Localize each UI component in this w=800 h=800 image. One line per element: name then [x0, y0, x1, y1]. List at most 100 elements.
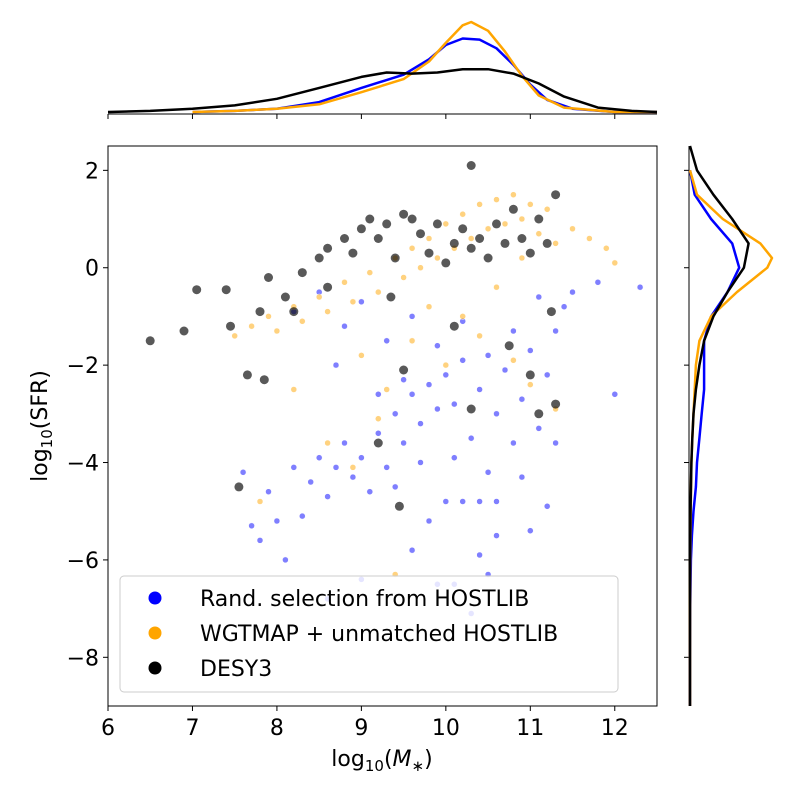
right-kde-curve-hostlib: [688, 170, 741, 706]
scatter-point-wgtmap: [408, 245, 416, 252]
scatter-point-wgtmap: [535, 230, 543, 237]
scatter-point-desy3: [432, 219, 442, 229]
scatter-point-hostlib: [552, 327, 559, 335]
x-tick-label: 7: [185, 716, 199, 741]
scatter-point-desy3: [323, 243, 333, 253]
scatter-point-hostlib: [375, 430, 382, 437]
scatter-point-wgtmap: [493, 283, 500, 291]
scatter-point-wgtmap: [375, 288, 382, 296]
scatter-point-hostlib: [434, 405, 441, 413]
scatter-point-hostlib: [476, 551, 483, 559]
scatter-point-hostlib: [467, 434, 475, 442]
scatter-point-hostlib: [451, 400, 458, 408]
scatter-point-wgtmap: [518, 215, 526, 223]
top-marginal-kde-curves: [107, 20, 658, 114]
scatter-point-hostlib: [375, 391, 382, 398]
scatter-point-wgtmap: [383, 386, 390, 393]
scatter-point-desy3: [386, 292, 396, 302]
scatter-point-hostlib: [239, 469, 247, 476]
scatter-point-wgtmap: [510, 357, 517, 364]
scatter-point-desy3: [475, 234, 485, 243]
right-marginal-kde-curves: [688, 145, 774, 706]
scatter-point-wgtmap: [349, 464, 357, 471]
scatter-point-hostlib: [417, 459, 424, 466]
scatter-point-wgtmap: [231, 332, 238, 340]
x-tick-label: 8: [270, 716, 284, 741]
scatter-point-hostlib: [315, 454, 323, 461]
scatter-point-hostlib: [611, 391, 619, 398]
scatter-point-desy3: [192, 285, 202, 295]
scatter-point-wgtmap: [265, 313, 272, 320]
scatter-point-hostlib: [408, 546, 416, 554]
scatter-point-desy3: [399, 209, 409, 219]
scatter-point-hostlib: [535, 425, 543, 432]
y-tick-label: −2: [67, 354, 99, 379]
scatter-point-hostlib: [358, 298, 365, 306]
scatter-point-desy3: [546, 307, 556, 317]
x-tick-label: 10: [432, 716, 460, 741]
scatter-point-wgtmap: [434, 254, 441, 262]
scatter-point-wgtmap: [552, 240, 559, 247]
scatter-point-hostlib: [442, 371, 450, 379]
scatter-point-hostlib: [527, 347, 534, 354]
scatter-point-hostlib: [400, 439, 407, 447]
scatter-point-desy3: [517, 234, 527, 243]
scatter-point-wgtmap: [527, 201, 534, 208]
scatter-point-wgtmap: [341, 279, 348, 286]
right-marginal-ticks: [684, 169, 689, 658]
scatter-point-wgtmap: [501, 220, 509, 228]
scatter-point-hostlib: [391, 410, 399, 418]
scatter-point-wgtmap: [315, 293, 323, 301]
scatter-point-desy3: [492, 219, 501, 229]
scatter-point-wgtmap: [290, 386, 298, 393]
scatter-point-hostlib: [518, 473, 526, 481]
scatter-point-desy3: [179, 326, 189, 336]
scatter-point-hostlib: [518, 395, 526, 403]
scatter-point-wgtmap: [543, 206, 551, 213]
scatter-point-desy3: [373, 438, 383, 448]
scatter-point-desy3: [255, 307, 265, 317]
scatter-point-hostlib: [543, 371, 551, 379]
scatter-point-hostlib: [493, 498, 500, 505]
scatter-point-desy3: [504, 341, 514, 351]
scatter-point-hostlib: [442, 498, 450, 505]
scatter-point-desy3: [394, 501, 404, 511]
scatter-point-hostlib: [459, 498, 466, 505]
scatter-point-desy3: [407, 214, 417, 224]
scatter-point-desy3: [221, 285, 231, 295]
scatter-point-hostlib: [408, 313, 416, 320]
scatter-point-desy3: [234, 482, 244, 492]
right-kde-curve-desy3: [688, 145, 750, 706]
scatter-point-wgtmap: [459, 313, 466, 320]
top-kde-curve-desy3: [107, 67, 658, 114]
x-axis-ticks: 6 7 8 9 10 11 12: [101, 706, 629, 741]
legend-box: [119, 575, 619, 693]
scatter-point-wgtmap: [459, 210, 466, 218]
scatter-point-desy3: [449, 321, 459, 331]
scatter-point-hostlib: [484, 352, 492, 359]
scatter-point-hostlib: [560, 303, 568, 310]
x-axis-label: log10(M∗): [331, 747, 432, 775]
y-tick-label: −8: [67, 646, 99, 671]
scatter-point-desy3: [525, 370, 535, 380]
scatter-point-hostlib: [417, 420, 424, 427]
main-plot-frame: [107, 145, 658, 707]
scatter-point-hostlib: [493, 532, 500, 539]
top-kde-curve-wgtmap: [192, 20, 657, 114]
scatter-point-hostlib: [256, 537, 264, 544]
scatter-point-desy3: [508, 204, 518, 214]
scatter-point-wgtmap: [527, 381, 534, 388]
scatter-point-wgtmap: [476, 201, 483, 208]
scatter-point-hostlib: [510, 439, 517, 447]
scatter-point-hostlib: [594, 279, 602, 286]
scatter-point-desy3: [458, 224, 468, 234]
scatter-point-desy3: [449, 238, 459, 248]
scatter-point-desy3: [289, 307, 299, 317]
scatter-point-hostlib: [307, 478, 314, 486]
y-axis-ticks: 2 0 −2 −4 −6 −8: [67, 159, 108, 671]
scatter-point-wgtmap: [324, 308, 331, 315]
scatter-point-hostlib: [383, 464, 390, 471]
scatter-point-desy3: [466, 161, 476, 170]
scatter-point-wgtmap: [375, 415, 382, 422]
scatter-point-hostlib: [282, 556, 289, 564]
